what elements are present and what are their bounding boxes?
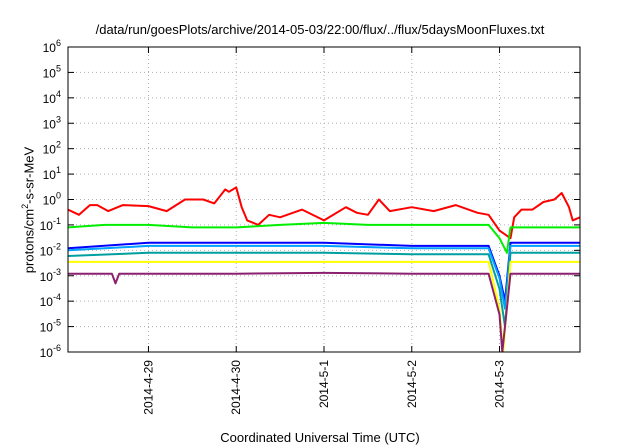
y-tick-label: 10-1 (40, 216, 61, 233)
y-tick-label: 103 (43, 114, 61, 131)
y-tick-label: 105 (43, 63, 61, 80)
series-line-4 (68, 244, 580, 310)
y-tick-label: 10-5 (40, 318, 61, 335)
y-tick-label: 10-4 (40, 292, 61, 309)
plot-frame (67, 46, 581, 353)
x-tick-label: 2014-4-29 (141, 360, 155, 415)
x-tick-label: 2014-5-2 (405, 360, 419, 408)
y-tick-label: 10-3 (40, 267, 61, 284)
series-line-1 (68, 186, 580, 240)
x-tick-label: 2014-5-1 (317, 360, 331, 408)
x-axis-label: Coordinated Universal Time (UTC) (220, 430, 420, 445)
series-line-5 (68, 251, 580, 328)
y-tick-label: 104 (43, 89, 61, 106)
y-tick-label: 100 (43, 191, 61, 208)
y-tick-label: 106 (43, 38, 61, 55)
chart-title: /data/run/goesPlots/archive/2014-05-03/2… (95, 22, 545, 37)
y-tick-label: 101 (43, 165, 61, 182)
series-line-2 (68, 221, 580, 254)
series-line-3 (68, 241, 580, 303)
series-line-6 (68, 260, 580, 352)
y-tick-label: 102 (43, 140, 61, 157)
y-tick-label: 10-6 (40, 343, 61, 360)
x-tick-label: 2014-5-3 (493, 360, 507, 408)
y-tick-label: 10-2 (40, 241, 61, 258)
x-tick-label: 2014-4-30 (229, 360, 243, 415)
series-line-7 (68, 271, 580, 352)
